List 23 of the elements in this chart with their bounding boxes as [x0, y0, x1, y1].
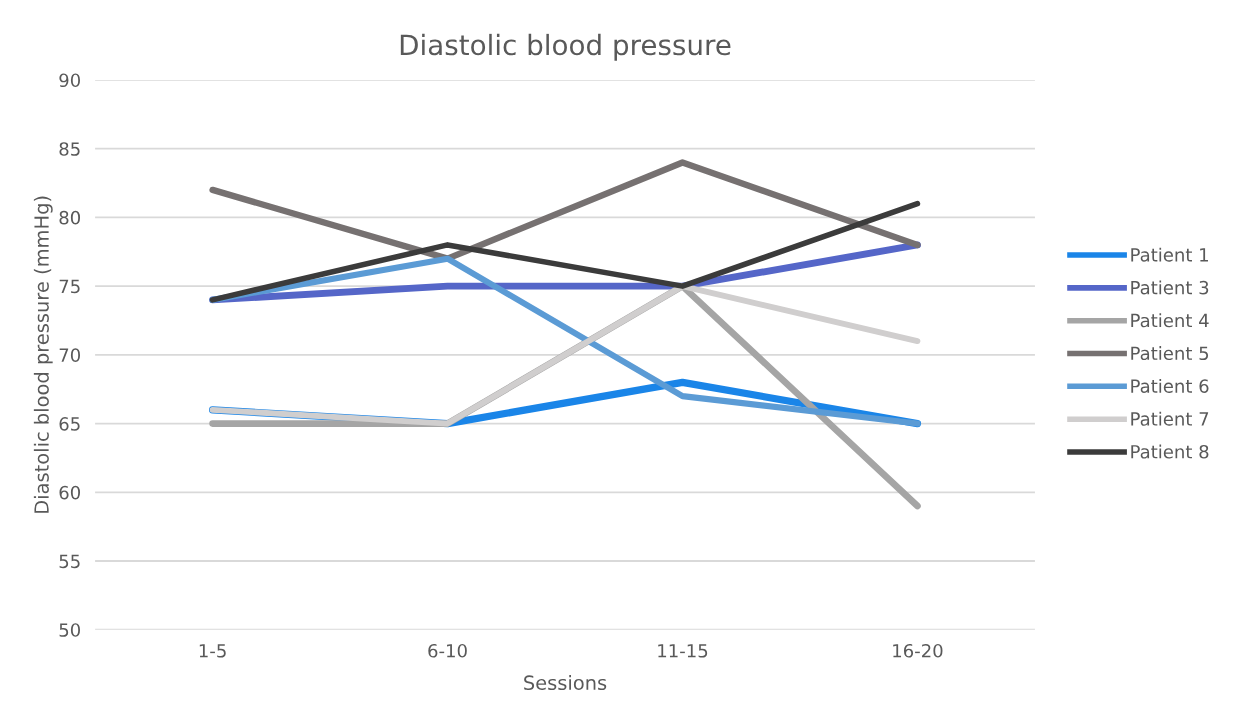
y-axis-title: Diastolic blood pressure (mmHg) [33, 196, 53, 513]
y-tick-label: 90 [59, 73, 81, 88]
y-tick-label: 55 [59, 554, 80, 569]
legend-label: Patient 8 [1131, 444, 1209, 459]
x-tick-label: 16-20 [893, 643, 943, 658]
x-axis-title: Sessions [524, 675, 607, 691]
x-tick-label: 6-10 [428, 643, 467, 658]
y-tick-label: 65 [59, 417, 80, 431]
legend-label: Patient 7 [1131, 411, 1209, 426]
legend-label: Patient 4 [1131, 313, 1209, 328]
y-tick-label: 50 [59, 623, 81, 637]
y-tick-label: 75 [59, 279, 80, 294]
y-tick-label: 80 [59, 210, 81, 225]
y-tick-label: 60 [59, 485, 81, 500]
legend-label: Patient 5 [1131, 346, 1209, 361]
legend-label: Patient 3 [1131, 280, 1209, 295]
legend-label: Patient 1 [1131, 247, 1208, 262]
y-tick-label: 85 [59, 142, 80, 156]
y-tick-label: 70 [59, 348, 81, 362]
x-tick-label: 1-5 [199, 644, 226, 658]
x-tick-label: 11-15 [658, 644, 708, 658]
chart-title: Diastolic blood pressure [400, 33, 731, 61]
legend-label: Patient 6 [1131, 378, 1209, 393]
